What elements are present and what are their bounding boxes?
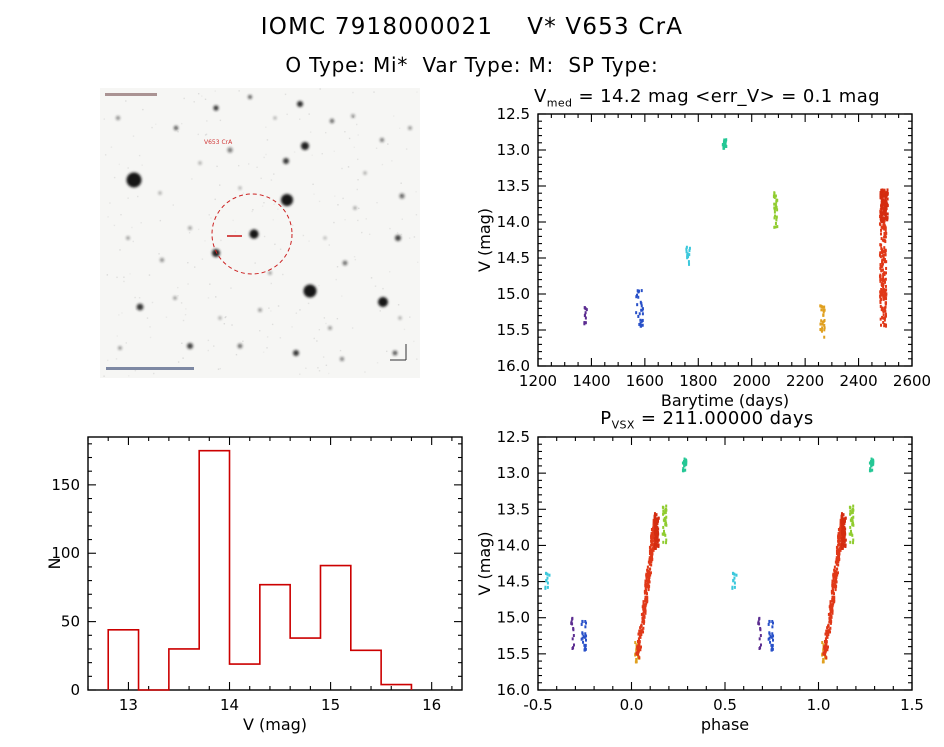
svg-text:12.5: 12.5 <box>497 105 530 123</box>
svg-text:15.0: 15.0 <box>497 285 530 303</box>
svg-text:phase: phase <box>701 715 749 734</box>
svg-text:12.5: 12.5 <box>497 428 530 446</box>
svg-text:0.5: 0.5 <box>713 696 737 714</box>
svg-text:15.5: 15.5 <box>497 645 530 663</box>
svg-text:1.5: 1.5 <box>900 696 924 714</box>
svg-text:V (mag): V (mag) <box>243 715 307 734</box>
svg-text:100: 100 <box>51 544 80 562</box>
svg-text:1200: 1200 <box>519 372 557 390</box>
svg-text:13.0: 13.0 <box>497 141 530 159</box>
svg-text:13: 13 <box>119 696 138 714</box>
svg-text:13.0: 13.0 <box>497 464 530 482</box>
svg-text:14: 14 <box>220 696 239 714</box>
page-title: IOMC 7918000021 V* V653 CrA <box>260 14 684 40</box>
lightcurve-title-symbol: V <box>534 86 547 107</box>
svg-text:2000: 2000 <box>733 372 771 390</box>
svg-text:1400: 1400 <box>572 372 610 390</box>
svg-text:N: N <box>45 558 64 570</box>
phase-title: PVSX = 211.00000 days <box>470 408 944 432</box>
svg-text:14.5: 14.5 <box>497 573 530 591</box>
svg-text:0.0: 0.0 <box>620 696 644 714</box>
lightcurve-chart: 1200 1400 1600 1800 2000 2200 2400 2600 12.5 13.0… <box>475 105 931 410</box>
svg-text:V (mag): V (mag) <box>475 531 494 595</box>
histogram-chart: 13 14 15 16 0 50 100 150 V (mag) N <box>45 436 463 734</box>
svg-text:13.5: 13.5 <box>497 177 530 195</box>
phase-title-subscript: VSX <box>611 418 635 432</box>
lightcurve-title: Vmed = 14.2 mag <err_V> = 0.1 mag <box>470 86 944 110</box>
svg-text:16: 16 <box>422 696 441 714</box>
svg-text:1600: 1600 <box>626 372 664 390</box>
svg-text:2200: 2200 <box>786 372 824 390</box>
svg-text:0: 0 <box>70 681 80 699</box>
svg-text:50: 50 <box>61 613 80 631</box>
svg-text:14.0: 14.0 <box>497 536 530 554</box>
page-subtitle: O Type: Mi* Var Type: M: SP Type: <box>285 53 659 77</box>
lightcurve-title-value: = 14.2 mag <err_V> = 0.1 mag <box>572 86 880 107</box>
finder-chart-panel: V653 CrA <box>100 88 420 378</box>
svg-text:13.5: 13.5 <box>497 500 530 518</box>
svg-text:16.0: 16.0 <box>497 357 530 375</box>
starfield-image: V653 CrA <box>100 88 420 378</box>
svg-text:1.0: 1.0 <box>807 696 831 714</box>
svg-text:V (mag): V (mag) <box>475 208 494 272</box>
phase-title-symbol: P <box>600 408 612 429</box>
lightcurve-title-subscript: med <box>546 96 573 110</box>
svg-text:16.0: 16.0 <box>497 681 530 699</box>
svg-text:14.5: 14.5 <box>497 249 530 267</box>
svg-text:V653 CrA: V653 CrA <box>204 139 233 146</box>
svg-text:15: 15 <box>321 696 340 714</box>
phase-title-value: = 211.00000 days <box>634 408 814 429</box>
svg-text:150: 150 <box>51 476 80 494</box>
svg-text:1800: 1800 <box>679 372 717 390</box>
svg-text:Barytime (days): Barytime (days) <box>661 391 789 410</box>
svg-text:-0.5: -0.5 <box>523 696 552 714</box>
svg-text:14.0: 14.0 <box>497 213 530 231</box>
svg-text:15.5: 15.5 <box>497 321 530 339</box>
svg-text:15.0: 15.0 <box>497 609 530 627</box>
svg-text:2400: 2400 <box>839 372 877 390</box>
svg-text:2600: 2600 <box>893 372 931 390</box>
phase-chart: -0.5 0.0 0.5 1.0 1.5 12.5 13.0 13.5 14.0 14.5 15.0… <box>475 428 924 734</box>
